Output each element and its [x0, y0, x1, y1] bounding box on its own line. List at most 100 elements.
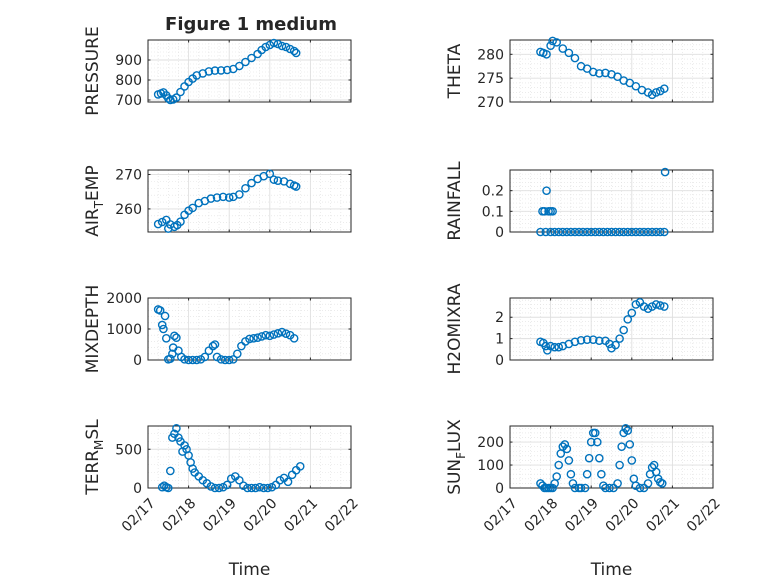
data-point [251, 483, 260, 493]
data-point [597, 469, 606, 479]
data-point [200, 352, 210, 362]
data-point [601, 68, 610, 78]
data-point [172, 333, 181, 342]
data-point [627, 456, 637, 465]
y-axis-label: H2OMIXRA [445, 283, 465, 374]
data-point [568, 479, 578, 488]
data-point [265, 40, 275, 50]
data-point [651, 300, 661, 309]
data-point [627, 227, 637, 237]
data-point [161, 333, 171, 343]
data-point [613, 72, 622, 82]
data-point [204, 67, 214, 76]
data-point [220, 355, 230, 365]
data-point [222, 65, 232, 75]
y-axis-label-suffix: SL [83, 419, 103, 440]
data-point [269, 330, 279, 339]
y-tick-label: 800 [115, 73, 142, 89]
y-axis-label-main: TERR [83, 450, 103, 496]
data-point [542, 50, 551, 59]
data-point [578, 227, 588, 237]
y-axis-label-main: AIR [83, 208, 103, 237]
data-point [247, 178, 256, 188]
data-point [659, 84, 669, 93]
data-point [651, 88, 661, 97]
data-point [184, 355, 193, 365]
data-point [659, 302, 669, 311]
data-point [157, 320, 167, 330]
data-point [235, 61, 244, 71]
data-point [643, 304, 653, 313]
data-point [560, 440, 570, 449]
data-point [548, 36, 557, 46]
y-tick-label: 0 [133, 353, 142, 369]
data-point [550, 227, 559, 237]
data-point [257, 332, 266, 341]
data-point [163, 94, 173, 103]
data-point [291, 48, 301, 58]
data-point [586, 437, 596, 447]
data-point [157, 482, 167, 492]
y-axis-label-main: SUN [445, 459, 465, 495]
data-point [595, 336, 604, 346]
data-point [245, 334, 254, 344]
data-point [554, 342, 564, 352]
y-tick-label: 0 [133, 481, 142, 497]
data-point [216, 66, 226, 75]
data-point [615, 334, 624, 343]
data-point [590, 428, 600, 438]
data-point [631, 227, 641, 237]
y-tick-label: 0 [495, 225, 504, 241]
data-point [277, 327, 287, 337]
data-point [172, 424, 181, 433]
axes-frame [509, 425, 714, 489]
data-point [643, 479, 653, 488]
data-point [176, 217, 185, 226]
data-point [586, 227, 596, 237]
data-point [611, 340, 620, 350]
data-point [580, 483, 590, 493]
y-tick-label: 270 [115, 167, 142, 183]
data-point [631, 300, 641, 309]
data-point [623, 315, 633, 324]
data-point [599, 227, 608, 237]
data-point [595, 227, 604, 237]
data-point [548, 207, 557, 216]
data-point [558, 227, 568, 237]
y-tick-label: 0.2 [482, 184, 504, 200]
data-point [218, 192, 228, 202]
data-point [289, 46, 299, 56]
y-axis-label-main: H2OMIXRA [445, 283, 465, 374]
data-point [233, 349, 242, 359]
y-tick-label: 500 [115, 442, 142, 458]
data-point [615, 460, 624, 470]
data-point [241, 57, 250, 67]
data-point [172, 93, 181, 102]
data-point [623, 426, 633, 435]
data-point [540, 207, 549, 216]
data-point [281, 42, 291, 52]
data-point [554, 227, 564, 237]
data-point [639, 227, 649, 237]
data-point [655, 301, 665, 310]
y-axis-label: THETA [445, 43, 465, 99]
data-point [621, 423, 631, 433]
data-point [192, 355, 202, 365]
data-point [224, 193, 234, 202]
axes-frame [509, 297, 714, 361]
x-axis-label: Time [590, 560, 633, 580]
data-point [283, 477, 293, 487]
data-point [153, 219, 163, 229]
data-point [601, 483, 610, 493]
y-axis-label-main: THETA [445, 43, 465, 99]
data-point [566, 227, 576, 237]
data-point [160, 311, 170, 321]
data-point [570, 337, 580, 347]
figure-title: Figure 1 medium [165, 14, 337, 35]
data-point [228, 355, 238, 364]
data-point [166, 466, 175, 476]
data-point [163, 224, 173, 233]
data-point [570, 483, 580, 493]
data-point [550, 342, 559, 352]
